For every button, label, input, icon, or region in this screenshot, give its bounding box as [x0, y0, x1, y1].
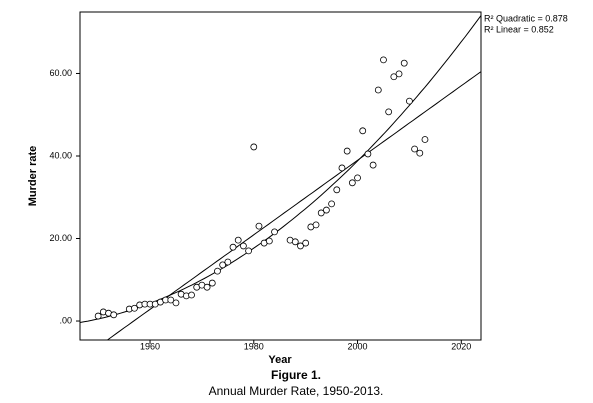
plot-frame [79, 11, 482, 341]
point [131, 304, 138, 312]
x-tick-label: 2000 [348, 341, 368, 351]
point [323, 206, 330, 214]
point [333, 186, 341, 194]
point [416, 149, 424, 157]
point [234, 236, 242, 244]
point [229, 243, 237, 251]
point [359, 127, 367, 135]
point [302, 239, 310, 247]
annotation: R² Quadratic = 0.878 [484, 13, 568, 23]
x-tick-label: 2020 [451, 341, 471, 351]
point [224, 258, 232, 266]
point [219, 261, 227, 269]
point [208, 279, 216, 287]
point [348, 179, 356, 187]
y-tick-label: 60.00 [49, 68, 72, 78]
y-tick-label: 20.00 [49, 233, 72, 243]
point [395, 70, 403, 78]
point [255, 222, 263, 230]
point [297, 242, 304, 250]
point [406, 97, 413, 105]
point [400, 59, 408, 67]
point [338, 164, 346, 172]
fit-line [106, 71, 481, 340]
point [380, 56, 387, 64]
x-tick-label: 1980 [244, 341, 264, 351]
y-tick-label: .00 [59, 315, 72, 325]
point [390, 73, 398, 81]
y-tick-label: 40.00 [49, 150, 72, 160]
annotation: R² Linear = 0.852 [484, 24, 554, 34]
point [214, 267, 221, 275]
point [364, 150, 372, 158]
point [265, 237, 273, 245]
point [94, 312, 102, 320]
chart-title: Figure 1. [271, 368, 321, 382]
point [312, 221, 320, 229]
point [343, 147, 351, 155]
point [203, 283, 211, 291]
point [328, 200, 335, 208]
point [374, 86, 382, 94]
point [385, 108, 393, 116]
y-axis-title: Murder rate [27, 146, 39, 207]
point [110, 311, 118, 319]
chart-subtitle: Annual Murder Rate, 1950-2013. [209, 384, 384, 398]
x-tick-label: 1960 [140, 341, 160, 351]
point [369, 161, 377, 169]
point [411, 145, 418, 153]
point [354, 174, 361, 182]
fit-line [80, 15, 481, 323]
point [250, 143, 258, 151]
point [240, 242, 247, 250]
point [317, 209, 325, 217]
point [271, 228, 278, 236]
point [245, 247, 252, 255]
point [167, 296, 175, 304]
point [291, 238, 299, 246]
point [421, 136, 429, 143]
point [188, 291, 195, 299]
x-axis-title: Year [268, 354, 292, 366]
point [172, 299, 180, 307]
